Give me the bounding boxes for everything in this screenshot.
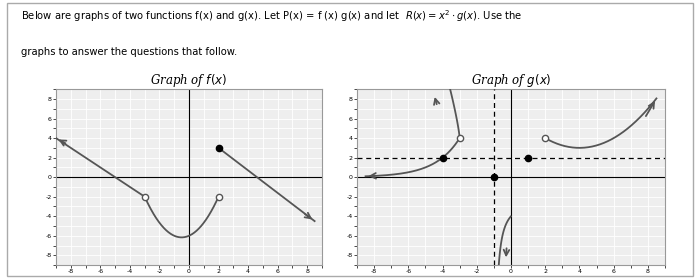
Title: Graph of $g(x)$: Graph of $g(x)$	[470, 72, 552, 89]
FancyBboxPatch shape	[7, 3, 693, 276]
Title: Graph of $f(x)$: Graph of $f(x)$	[150, 72, 228, 89]
Text: Below are graphs of two functions f(x) and g(x). Let P(x) = f (x) g(x) and let  : Below are graphs of two functions f(x) a…	[21, 8, 522, 24]
Text: graphs to answer the questions that follow.: graphs to answer the questions that foll…	[21, 47, 237, 57]
